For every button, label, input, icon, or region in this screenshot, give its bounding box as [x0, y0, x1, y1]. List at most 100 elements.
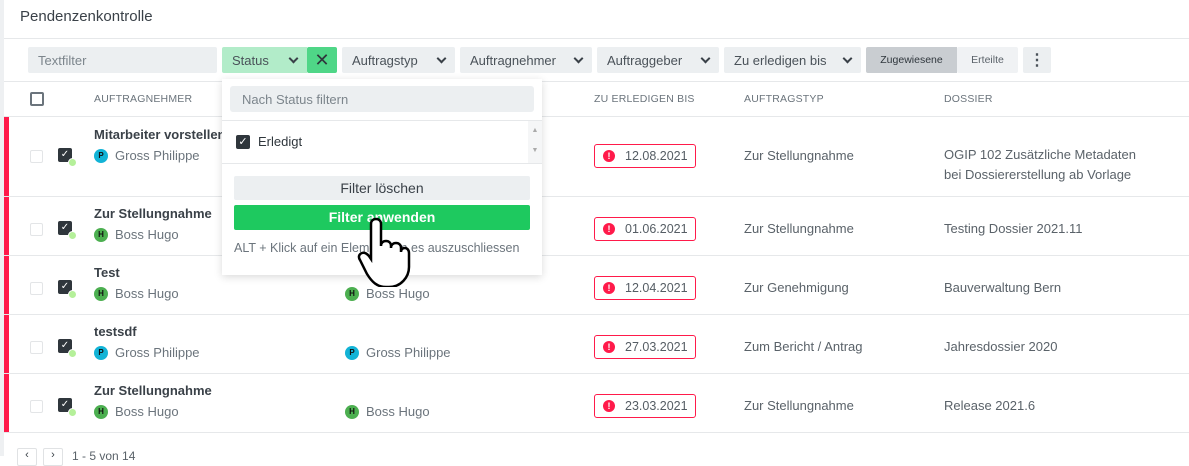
assigner-name: Boss Hugo	[366, 404, 430, 419]
status-dot-icon	[68, 408, 77, 417]
select-all-checkbox[interactable]	[30, 92, 44, 106]
avatar: H	[345, 404, 359, 419]
clear-filter-button[interactable]: Filter löschen	[234, 176, 530, 200]
chevron-down-icon	[288, 53, 299, 63]
task-icon: ✓	[58, 221, 77, 240]
avatar: P	[94, 148, 108, 163]
column-header-dossier[interactable]: DOSSIER	[944, 93, 993, 105]
assignee: P Gross Philippe	[94, 345, 200, 360]
table-row[interactable]: ✓ Mitarbeiter vorstellen P Gross Philippe…	[4, 117, 1189, 197]
hand-pointer-cursor-icon	[357, 217, 411, 287]
assignee: H Boss Hugo	[94, 227, 179, 242]
due-date-filter-button[interactable]: Zu erledigen bis	[724, 47, 861, 73]
task-type: Zur Stellungnahme	[744, 398, 854, 413]
task-title[interactable]: Zur Stellungnahme	[94, 206, 212, 221]
dossier-link[interactable]: Release 2021.6	[944, 398, 1036, 413]
task-title[interactable]: Test	[94, 265, 120, 280]
due-date: 23.03.2021	[625, 399, 688, 413]
chevron-down-icon	[573, 53, 584, 63]
assigner-name: Gross Philippe	[366, 345, 451, 360]
assignee-name: Boss Hugo	[115, 286, 179, 301]
assignee-name: Boss Hugo	[115, 227, 179, 242]
overdue-indicator	[4, 256, 9, 314]
assigner: H Boss Hugo	[345, 404, 430, 419]
text-filter-input[interactable]: Textfilter	[28, 47, 217, 73]
row-checkbox[interactable]	[30, 150, 43, 163]
avatar: H	[94, 404, 108, 419]
divider	[222, 120, 542, 121]
divider	[4, 81, 1189, 82]
more-options-button[interactable]: ⋮	[1023, 47, 1051, 73]
task-type: Zur Stellungnahme	[744, 221, 854, 236]
task-title[interactable]: Mitarbeiter vorstellen	[94, 127, 226, 142]
dossier-link[interactable]: Testing Dossier 2021.11	[944, 221, 1083, 236]
status-option-erledigt[interactable]: ✓ Erledigt	[236, 134, 302, 149]
checkbox-checked-icon: ✓	[236, 134, 250, 149]
assignee-name: Gross Philippe	[115, 345, 200, 360]
overdue-indicator	[4, 117, 9, 196]
task-type: Zum Bericht / Antrag	[744, 339, 863, 354]
column-header-due[interactable]: ZU ERLEDIGEN BIS	[594, 93, 695, 105]
avatar: H	[345, 286, 359, 301]
close-icon: ✕	[314, 49, 330, 70]
due-date-badge: ! 12.08.2021	[594, 144, 696, 168]
status-dot-icon	[68, 290, 77, 299]
alert-icon: !	[603, 341, 615, 353]
task-type: Zur Genehmigung	[744, 280, 849, 295]
status-search-input[interactable]: Nach Status filtern	[230, 86, 534, 112]
row-checkbox[interactable]	[30, 223, 43, 236]
column-header-type[interactable]: AUFTRAGSTYP	[744, 93, 824, 105]
table-row[interactable]: ✓ testsdf P Gross Philippe P Gross Philippe…	[4, 315, 1189, 374]
assignee: H Boss Hugo	[94, 286, 179, 301]
row-checkbox[interactable]	[30, 341, 43, 354]
toggle-erteilte[interactable]: Erteilte	[957, 47, 1018, 73]
assigner-name: Boss Hugo	[366, 286, 430, 301]
label: Auftraggeber	[607, 52, 683, 68]
task-title[interactable]: Zur Stellungnahme	[94, 383, 212, 398]
auftragstyp-filter-button[interactable]: Auftragstyp	[342, 47, 455, 73]
label: Zu erledigen bis	[734, 52, 827, 68]
overdue-indicator	[4, 315, 9, 373]
auftraggeber-filter-button[interactable]: Auftraggeber	[597, 47, 719, 73]
row-checkbox[interactable]	[30, 282, 43, 295]
status-dot-icon	[68, 349, 77, 358]
chevron-down-icon	[436, 53, 447, 63]
toggle-zugewiesene[interactable]: Zugewiesene	[866, 47, 957, 73]
due-date: 01.06.2021	[625, 222, 688, 236]
status-dot-icon	[68, 231, 77, 240]
alert-icon: !	[603, 150, 615, 162]
assigner: P Gross Philippe	[345, 345, 451, 360]
overdue-indicator	[4, 197, 9, 255]
table-row[interactable]: ✓ Zur Stellungnahme H Boss Hugo! 01.06.202…	[4, 197, 1189, 256]
task-title[interactable]: testsdf	[94, 324, 137, 339]
chevron-down-icon	[842, 53, 853, 63]
assignee: H Boss Hugo	[94, 404, 179, 419]
next-page-button[interactable]: ›	[43, 448, 63, 466]
column-header-auftragnehmer[interactable]: AUFTRAGNEHMER	[94, 93, 193, 105]
due-date: 12.04.2021	[625, 281, 688, 295]
task-icon: ✓	[58, 280, 77, 299]
dossier-link[interactable]: Jahresdossier 2020	[944, 339, 1058, 354]
clear-status-button[interactable]: ✕	[307, 47, 337, 73]
prev-page-button[interactable]: ‹	[17, 448, 37, 466]
row-checkbox[interactable]	[30, 400, 43, 413]
divider	[4, 116, 1189, 117]
chevron-down-icon	[700, 53, 711, 63]
task-icon: ✓	[58, 339, 77, 358]
due-date-badge: ! 27.03.2021	[594, 335, 696, 359]
status-filter-button[interactable]: Status	[222, 47, 307, 73]
table-row[interactable]: ✓ Zur Stellungnahme H Boss Hugo H Boss Hugo…	[4, 374, 1189, 433]
divider	[4, 38, 1189, 39]
alert-icon: !	[603, 282, 615, 294]
alert-icon: !	[603, 400, 615, 412]
status-dot-icon	[68, 158, 77, 167]
dossier-link[interactable]: OGIP 102 Zusätzliche Metadaten bei Dossi…	[944, 147, 1136, 182]
alert-icon: !	[603, 223, 615, 235]
avatar: H	[94, 227, 108, 242]
status-filter-dropdown: Nach Status filtern ✓ Erledigt ▲ ▼ Filter…	[222, 79, 542, 287]
auftragnehmer-filter-button[interactable]: Auftragnehmer	[460, 47, 592, 73]
scrollbar[interactable]: ▲ ▼	[528, 121, 542, 163]
table-row[interactable]: ✓ Test H Boss Hugo H Boss Hugo! 12.04.2021 Z…	[4, 256, 1189, 315]
avatar: H	[94, 286, 108, 301]
dossier-link[interactable]: Bauverwaltung Bern	[944, 280, 1062, 295]
